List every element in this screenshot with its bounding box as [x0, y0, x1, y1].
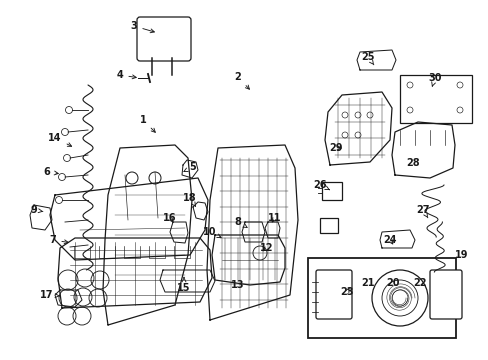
Text: 18: 18 — [183, 193, 196, 206]
Text: 19: 19 — [454, 250, 468, 260]
Text: 10: 10 — [203, 227, 221, 238]
Text: 12: 12 — [260, 243, 273, 253]
Text: 26: 26 — [313, 180, 329, 190]
Text: 16: 16 — [163, 213, 176, 223]
Bar — [321, 182, 341, 200]
Text: 2: 2 — [234, 72, 249, 89]
Text: 4: 4 — [116, 70, 136, 80]
Text: 25: 25 — [361, 52, 374, 65]
FancyBboxPatch shape — [137, 17, 191, 61]
Text: 5: 5 — [183, 162, 196, 172]
Text: 29: 29 — [328, 143, 342, 153]
Bar — [319, 218, 337, 233]
Text: 27: 27 — [415, 205, 429, 218]
Text: 1: 1 — [140, 115, 155, 132]
Bar — [307, 258, 455, 338]
Text: 15: 15 — [177, 278, 190, 293]
Text: 30: 30 — [427, 73, 441, 86]
Text: 8: 8 — [234, 217, 246, 228]
Text: 28: 28 — [406, 158, 419, 168]
Bar — [399, 75, 471, 123]
FancyBboxPatch shape — [429, 270, 461, 319]
Text: 23: 23 — [340, 287, 353, 297]
Text: 20: 20 — [386, 278, 399, 288]
Text: 21: 21 — [361, 278, 374, 288]
Text: 13: 13 — [231, 280, 244, 290]
Text: 11: 11 — [268, 213, 281, 223]
Text: 14: 14 — [48, 133, 71, 146]
Text: 17: 17 — [40, 290, 60, 300]
Text: 6: 6 — [43, 167, 58, 177]
Text: 3: 3 — [130, 21, 154, 33]
Text: 22: 22 — [412, 278, 426, 288]
Text: 24: 24 — [383, 235, 396, 245]
Text: 7: 7 — [49, 235, 68, 245]
Text: 9: 9 — [31, 205, 43, 215]
FancyBboxPatch shape — [315, 270, 351, 319]
